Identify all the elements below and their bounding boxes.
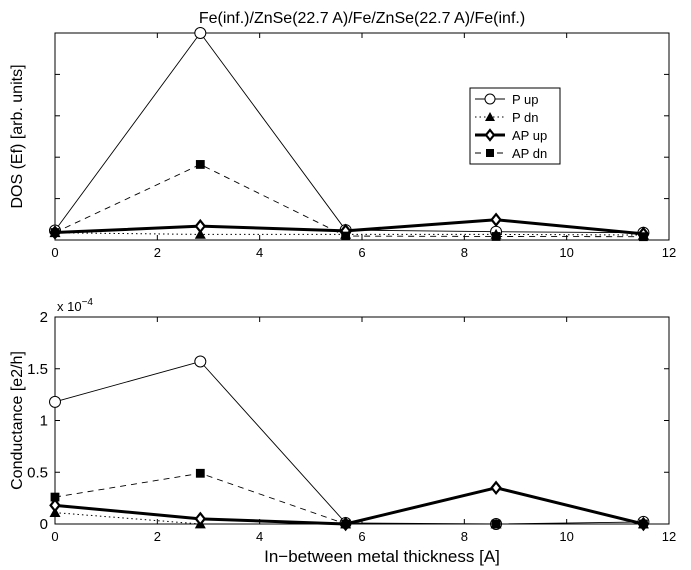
x-tick-label: 0 <box>51 529 58 544</box>
y-tick-label: 0.5 <box>27 464 48 481</box>
x-tick-label: 8 <box>461 529 468 544</box>
x-tick-label: 6 <box>358 529 365 544</box>
data-point <box>50 228 60 237</box>
x-tick-label: 4 <box>256 245 263 260</box>
data-point <box>490 480 502 496</box>
x-axis-label: In−between metal thickness [A] <box>264 547 500 566</box>
legend-label: AP up <box>512 128 547 143</box>
y-axis-label: DOS (Ef) [arb. units] <box>9 64 26 208</box>
x-tick-label: 2 <box>154 245 161 260</box>
data-point <box>49 395 61 408</box>
y-tick-label: 2 <box>40 309 48 326</box>
data-point <box>50 492 60 502</box>
legend-label: AP dn <box>512 146 547 161</box>
data-point <box>195 468 205 478</box>
data-point <box>639 232 648 242</box>
x-tick-label: 0 <box>51 245 58 260</box>
legend-marker <box>484 93 496 105</box>
x-tick-label: 10 <box>559 529 573 544</box>
data-point <box>194 218 207 234</box>
data-point <box>341 231 351 241</box>
data-point <box>341 519 351 529</box>
x-tick-label: 12 <box>662 245 676 260</box>
series-line <box>54 361 644 525</box>
x-tick-label: 10 <box>559 245 573 260</box>
y-multiplier: x 10−4 <box>57 297 93 314</box>
dos-panel: Fe(inf.)/ZnSe(22.7 A)/Fe/ZnSe(22.7 A)/Fe… <box>9 10 676 260</box>
x-tick-label: 2 <box>154 529 161 544</box>
axes-frame <box>54 32 670 241</box>
x-tick-label: 12 <box>662 529 676 544</box>
y-tick-label: 1 <box>40 413 48 430</box>
data-point <box>195 160 205 169</box>
data-point <box>194 355 207 368</box>
x-tick-label: 6 <box>358 245 365 260</box>
y-multiplier-exponent: −4 <box>82 297 94 308</box>
data-point <box>639 519 648 529</box>
legend-marker <box>485 112 495 121</box>
y-tick-label: 1.5 <box>27 361 48 378</box>
x-tick-label: 8 <box>461 245 468 260</box>
data-point <box>194 27 207 39</box>
chart-title: Fe(inf.)/ZnSe(22.7 A)/Fe/ZnSe(22.7 A)/Fe… <box>199 10 525 27</box>
data-point <box>194 511 207 527</box>
data-point <box>491 232 501 241</box>
y-tick-label: 0 <box>40 516 48 533</box>
y-axis-label: Conductance [e2/h] <box>9 351 26 490</box>
data-point <box>194 228 206 239</box>
legend-marker <box>484 128 496 142</box>
legend-label: P up <box>512 92 539 107</box>
axes-frame <box>54 316 670 525</box>
conductance-panel: 0 2 4 6 8 10 12 0 0.5 1 1.5 2 x 10−4 Conductance [e2/… <box>9 297 676 566</box>
legend-label: P dn <box>512 110 539 125</box>
data-point <box>491 519 501 529</box>
legend-marker <box>486 149 494 157</box>
series-line <box>54 472 644 525</box>
data-point <box>490 212 502 227</box>
x-tick-label: 4 <box>256 529 263 544</box>
data-point <box>49 498 61 513</box>
